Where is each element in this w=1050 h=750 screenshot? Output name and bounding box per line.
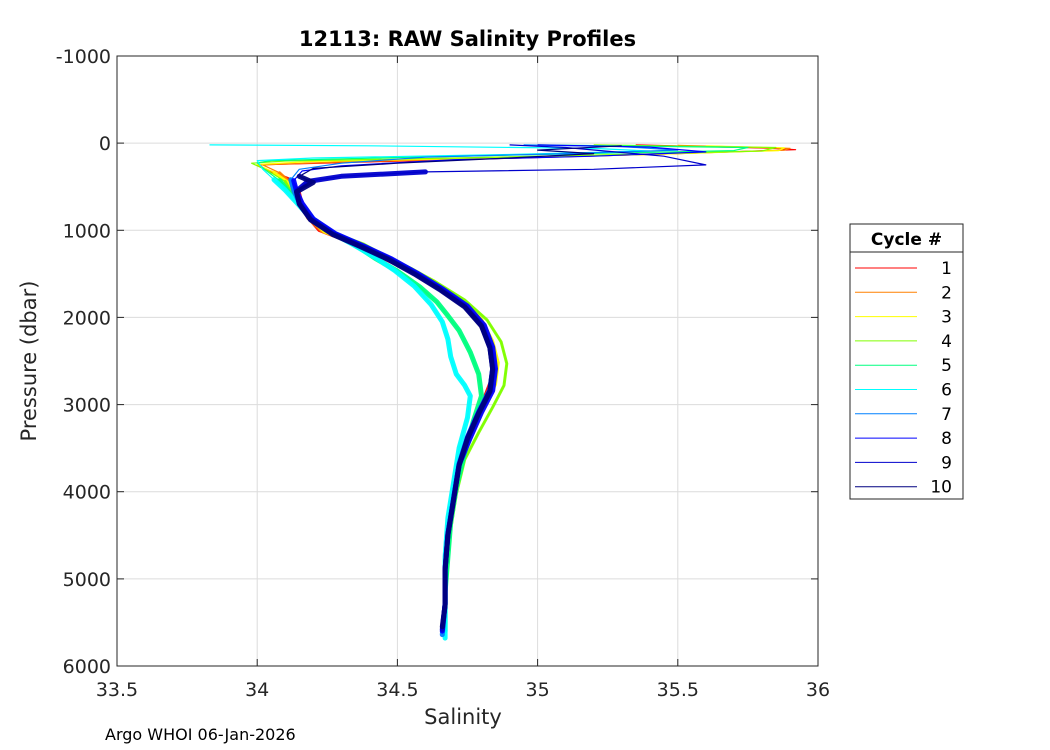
legend-label-6: 6 xyxy=(941,381,952,401)
series-10-line xyxy=(295,145,622,627)
chart-title: 12113: RAW Salinity Profiles xyxy=(299,27,636,51)
y-tick-label: 1000 xyxy=(63,220,111,242)
series-1-thick-trace xyxy=(269,170,495,629)
legend-label-8: 8 xyxy=(941,429,952,449)
legend-label-2: 2 xyxy=(941,283,952,303)
x-tick-label: 34.5 xyxy=(376,679,418,701)
y-axis-label: Pressure (dbar) xyxy=(17,281,41,442)
series-8-thick-trace xyxy=(291,178,498,634)
legend-label-1: 1 xyxy=(941,259,952,279)
series-1-line xyxy=(256,144,797,627)
series-group xyxy=(209,144,797,641)
series-4-thick-trace xyxy=(283,180,509,631)
series-9-line xyxy=(295,144,707,630)
legend-label-4: 4 xyxy=(941,332,952,352)
legend-label-3: 3 xyxy=(941,308,952,328)
y-tick-label: 5000 xyxy=(63,569,111,591)
series-4-line xyxy=(251,144,777,630)
legend-title: Cycle # xyxy=(871,230,942,250)
series-6-line xyxy=(209,144,651,639)
series-7-thick-trace xyxy=(288,177,496,638)
series-2-thick-trace xyxy=(278,171,497,630)
legend-label-9: 9 xyxy=(941,453,952,473)
series-3-thick-trace xyxy=(272,170,500,630)
legend-label-7: 7 xyxy=(941,405,952,425)
series-3-line xyxy=(256,145,785,629)
plot-area-frame xyxy=(116,55,819,667)
legend: Cycle # 1 2 3 4 5 6 7 8 9 10 xyxy=(849,223,964,500)
series-8-line xyxy=(293,144,707,632)
x-tick-label: 34 xyxy=(245,679,269,701)
x-tick-label: 35 xyxy=(526,679,550,701)
y-tick-label: 2000 xyxy=(63,307,111,329)
series-2-line xyxy=(262,144,791,628)
y-tick-label: 4000 xyxy=(63,482,111,504)
y-tick-label: 3000 xyxy=(63,395,111,417)
series-10-thick-trace xyxy=(294,173,496,630)
footer-credit: Argo WHOI 06-Jan-2026 xyxy=(105,725,296,744)
x-tick-label: 36 xyxy=(806,679,830,701)
axis-ticks: 33.5 34 34.5 35 35.5 36 -1000 0 1000 2000 3000 4000… xyxy=(56,46,830,701)
x-tick-label: 33.5 xyxy=(96,679,138,701)
legend-entries: 1 2 3 4 5 6 7 8 9 10 xyxy=(855,259,952,498)
series-5-thick-trace xyxy=(277,178,484,634)
legend-label-10: 10 xyxy=(930,478,952,498)
x-tick-label: 35.5 xyxy=(657,679,699,701)
x-axis-label: Salinity xyxy=(424,705,502,729)
series-9-thick-trace xyxy=(294,169,496,632)
legend-box xyxy=(849,223,964,500)
series-7-line xyxy=(290,144,679,635)
y-tick-label: 0 xyxy=(99,133,111,155)
legend-label-5: 5 xyxy=(941,356,952,376)
y-tick-label: -1000 xyxy=(56,46,111,68)
y-tick-label: 6000 xyxy=(63,656,111,678)
